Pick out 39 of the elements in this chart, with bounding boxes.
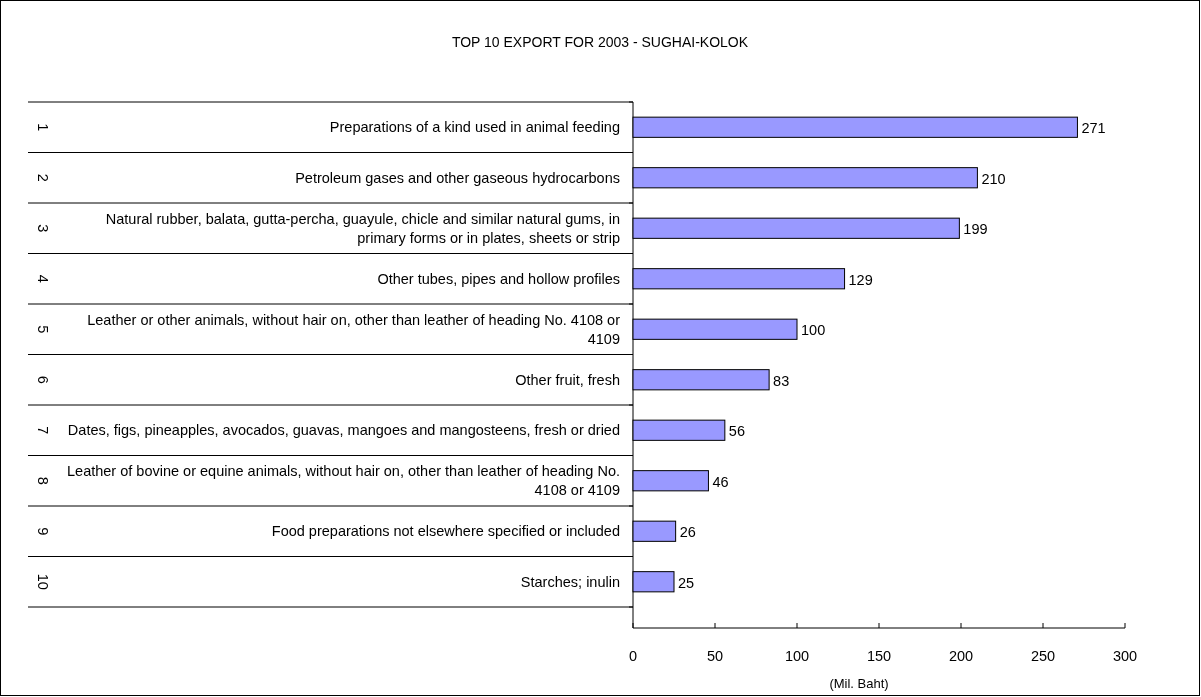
data-label: 271 [1081, 120, 1106, 137]
text: 2 [35, 173, 51, 182]
x-tick-label: 200 [948, 648, 974, 664]
y-tick-label: Leather or other animals, without hair on, other than leather of heading No. 4108 or 4109 [87, 311, 621, 347]
text: 7 [35, 426, 51, 435]
y-tick-label: Food preparations not elsewhere specified or included [271, 523, 620, 540]
data-label: 56 [728, 423, 745, 440]
y-tick-label: Starches; inulin [520, 573, 620, 590]
data-label: 83 [773, 372, 790, 389]
x-tick-label: 250 [1030, 648, 1056, 664]
text: 8 [35, 476, 51, 485]
text: 9 [35, 527, 51, 536]
text: 6 [35, 375, 51, 384]
y-tick-label: Dates, figs, pineapples, avocados, guavas, mangoes and mangosteens, fresh or dried [67, 422, 620, 439]
chart-title: TOP 10 EXPORT FOR 2003 - SUGHAI-KOLOK [451, 34, 749, 50]
data-label: 26 [679, 524, 696, 541]
text: 4 [35, 274, 51, 283]
x-tick-label: 50 [706, 648, 724, 664]
x-tick-label: 150 [866, 648, 892, 664]
y-tick-label: Leather of bovine or equine animals, without hair on, other than leather of heading No. 4108 or 4109 [67, 463, 620, 499]
y-tick-label: Other tubes, pipes and hollow profiles [377, 270, 620, 287]
data-label: 210 [981, 170, 1006, 187]
text: 10 [35, 573, 51, 590]
x-tick-label: 300 [1112, 648, 1138, 664]
x-axis-title: (Mil. Baht) [829, 676, 889, 691]
data-label: 100 [801, 322, 826, 339]
data-label: 25 [678, 574, 695, 591]
x-tick-label: 0 [628, 648, 638, 664]
data-label: 199 [963, 221, 988, 238]
data-label: 129 [848, 271, 873, 288]
text: 3 [35, 224, 51, 233]
x-tick-label: 100 [784, 648, 810, 664]
data-label: 46 [712, 473, 729, 490]
y-tick-label: Natural rubber, balata, gutta-percha, guayule, chicle and similar natural gums, in primary forms or in plates, sheets or strip [105, 210, 620, 246]
text: 5 [35, 325, 51, 334]
text: 1 [35, 123, 51, 132]
y-tick-label: Preparations of a kind used in animal feeding [329, 119, 620, 136]
y-tick-label: Petroleum gases and other gaseous hydrocarbons [295, 169, 620, 186]
y-tick-label: Other fruit, fresh [515, 371, 620, 388]
